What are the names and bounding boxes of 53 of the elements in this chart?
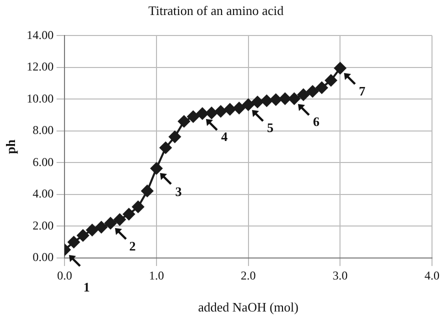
point: [297, 88, 310, 101]
point: [196, 108, 208, 120]
point: [260, 94, 273, 107]
point: [141, 184, 154, 197]
y-tick-label: 6.00: [32, 154, 54, 169]
point: [324, 74, 337, 86]
annotation: 4: [221, 128, 228, 144]
point: [168, 130, 181, 143]
point: [242, 98, 254, 111]
point: [104, 217, 117, 230]
x-axis-title: added NaOH (mol): [198, 300, 298, 315]
annotation: 1: [83, 279, 90, 294]
point: [206, 106, 218, 119]
annotation: 5: [267, 120, 274, 136]
annotation: 3: [175, 184, 182, 199]
point: [178, 115, 190, 128]
point: [306, 85, 319, 98]
chart-title: Titration of an amino acid: [148, 3, 284, 18]
point: [270, 94, 282, 106]
point: [95, 221, 108, 234]
point: [288, 92, 300, 105]
point: [132, 200, 144, 213]
annotation: 6: [312, 114, 320, 130]
point: [214, 105, 227, 118]
point: [233, 102, 246, 114]
point: [160, 142, 172, 154]
point: [76, 229, 89, 242]
x-tick-label: 4.0: [424, 268, 440, 282]
annotation: 2: [129, 238, 136, 254]
x-tick-label: 1.0: [148, 268, 164, 282]
x-tick-label: 2.0: [240, 268, 256, 282]
x-tick-label: 0.0: [57, 268, 72, 282]
point: [86, 224, 98, 236]
point: [150, 162, 162, 174]
point: [114, 214, 126, 226]
y-tick-label: 8.00: [32, 123, 54, 138]
point: [68, 236, 80, 248]
point: [334, 62, 346, 74]
x-tick-label: 3.0: [332, 268, 348, 282]
y-tick-label: 12.00: [26, 60, 54, 74]
y-tick-label: 0.00: [32, 250, 54, 264]
point: [187, 110, 200, 123]
annotation: 7: [358, 84, 366, 99]
point: [224, 103, 236, 116]
y-tick-label: 10.00: [26, 91, 54, 106]
y-tick-label: 14.00: [26, 28, 54, 42]
point: [122, 208, 135, 220]
point: [251, 96, 264, 108]
y-axis-title: ph: [3, 138, 18, 154]
point: [279, 92, 292, 105]
y-tick-label: 4.00: [32, 186, 54, 201]
y-tick-label: 2.00: [32, 218, 54, 232]
point: [316, 82, 328, 94]
